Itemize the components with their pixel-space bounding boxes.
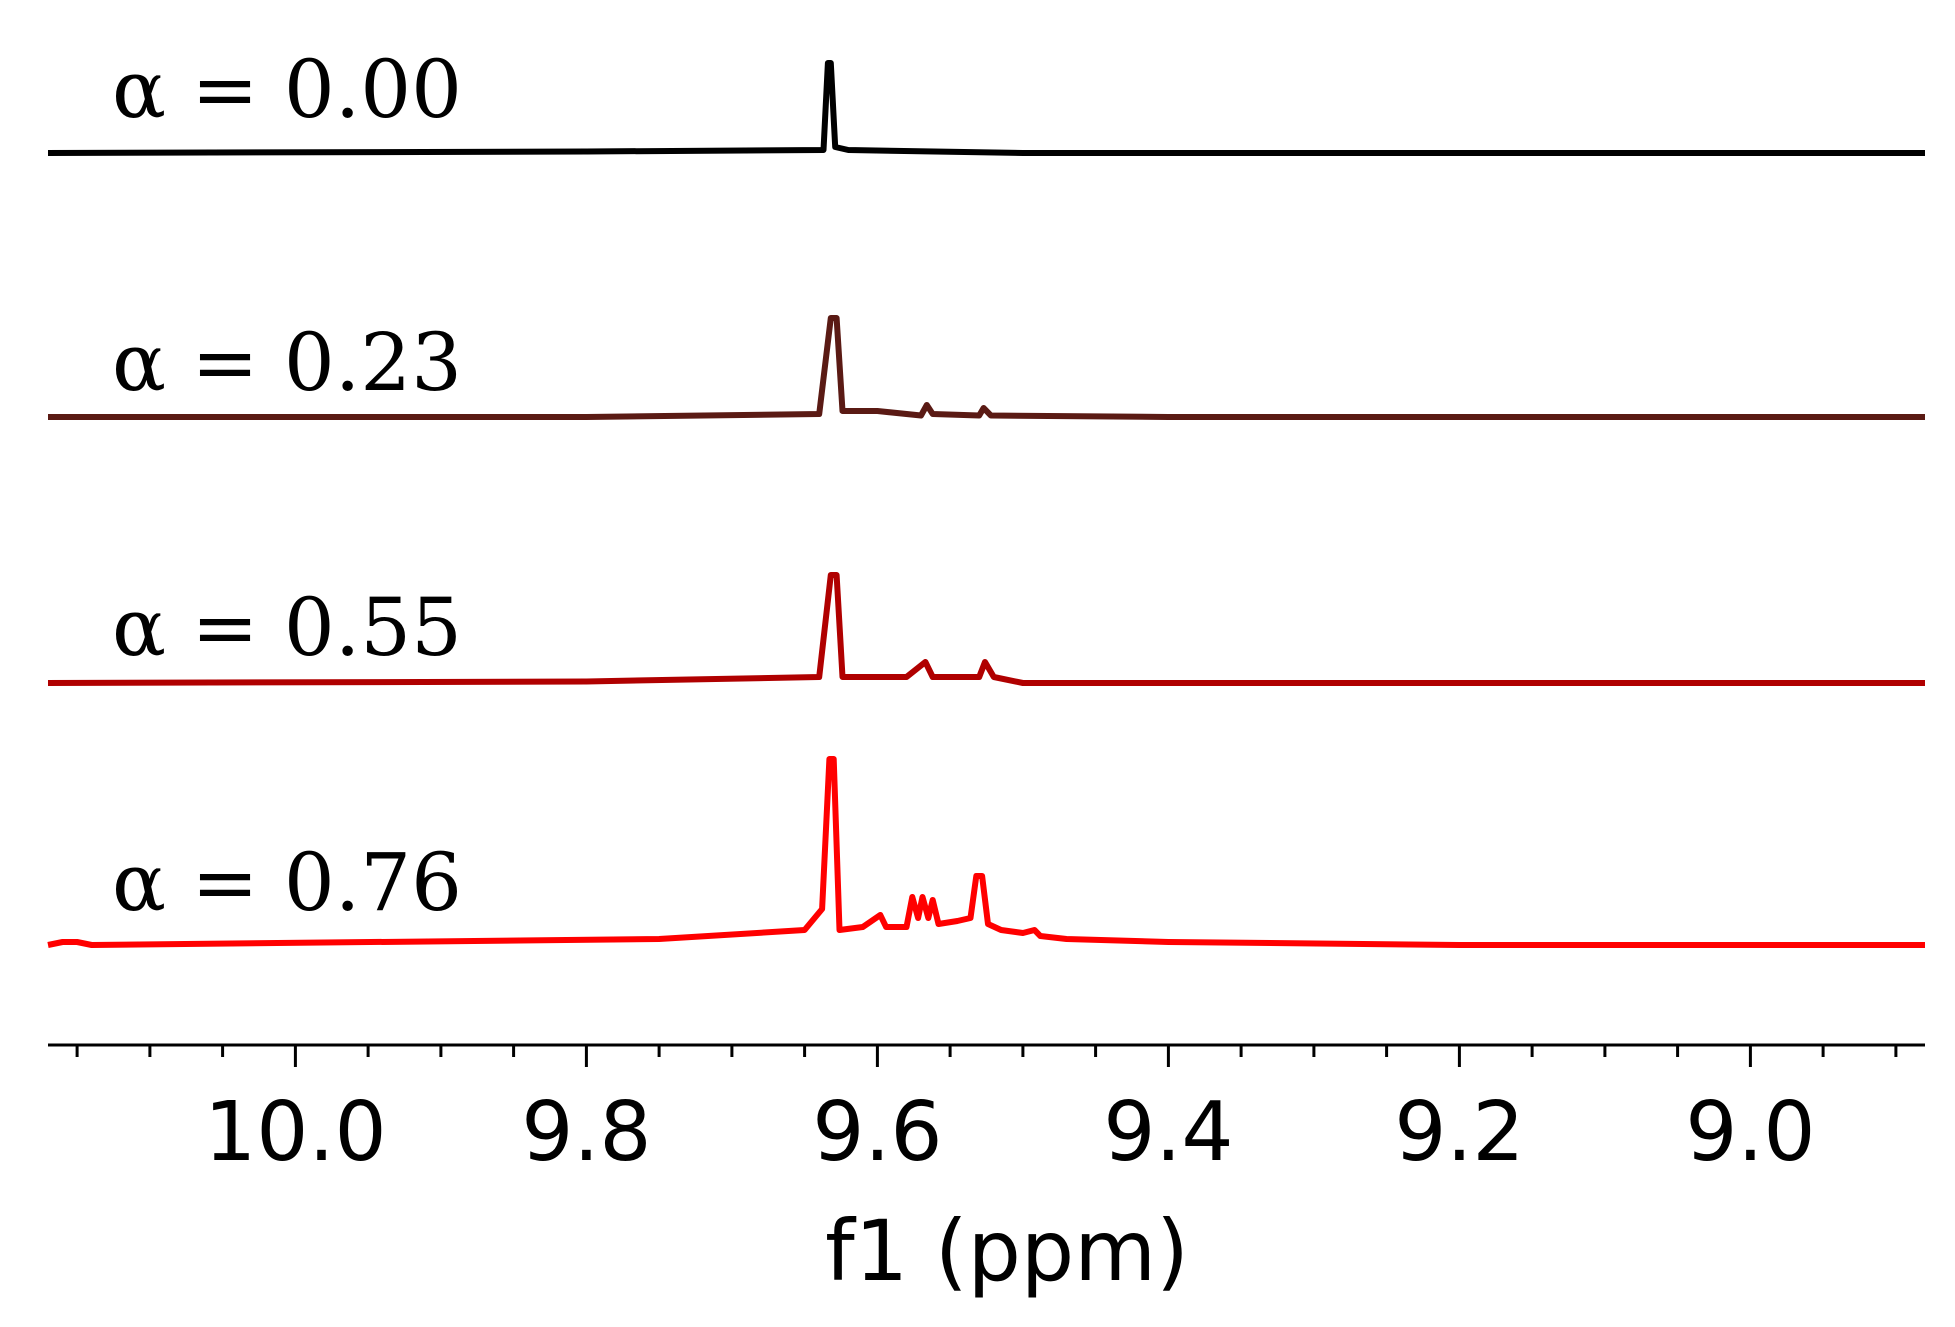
spectrum-line-1 — [48, 315, 1925, 420]
series-label-0: α = 0.00 — [112, 43, 462, 136]
x-tick-label: 10.0 — [204, 1085, 387, 1180]
x-axis-title: f1 (ppm) — [825, 1202, 1189, 1300]
series-layer — [47, 60, 1925, 948]
series-label-2: α = 0.55 — [112, 581, 462, 674]
series-label-1: α = 0.23 — [112, 316, 462, 409]
spectrum-line-0 — [47, 60, 1925, 156]
x-axis-ticks: 10.0 9.8 9.6 9.4 9.2 9.0 — [75, 1045, 1898, 1180]
x-tick-label: 9.8 — [521, 1085, 651, 1180]
spectrum-line-2 — [47, 572, 1925, 686]
x-tick-label: 9.2 — [1394, 1085, 1524, 1180]
series-label-3: α = 0.76 — [112, 836, 462, 929]
x-tick-label: 9.0 — [1685, 1085, 1815, 1180]
x-tick-label: 9.4 — [1103, 1085, 1233, 1180]
x-tick-label: 9.6 — [812, 1085, 942, 1180]
spectrum-line-3 — [47, 756, 1925, 948]
series-label-layer: α = 0.00 α = 0.23 α = 0.55 α = 0.76 — [112, 43, 462, 929]
